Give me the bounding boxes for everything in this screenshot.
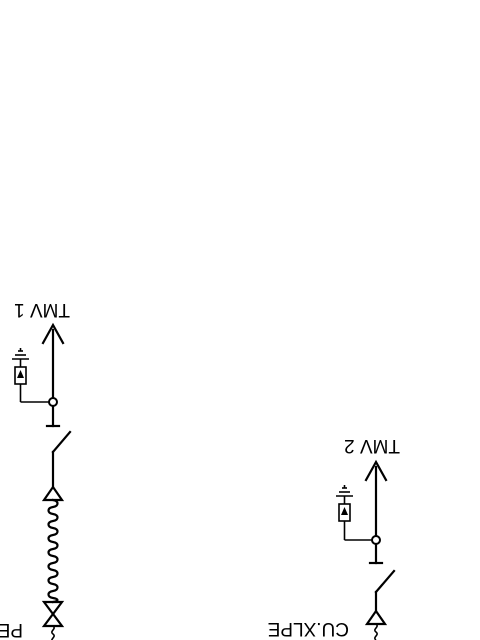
switch-icon: [374, 569, 396, 614]
feeder-tmv1: TMV 1: [0, 299, 72, 640]
feeder-tmv2-label: TMV 2: [344, 435, 400, 456]
arrow-up-icon: [364, 459, 388, 542]
ground-icon: [12, 348, 29, 360]
switch-icon: [51, 430, 72, 489]
feeder-tmv2: TMV 2 CU.XLPE: [268, 435, 400, 640]
cable-left-label: PE: [0, 619, 23, 640]
arrow-up-icon: [41, 322, 65, 404]
ground-icon: [336, 485, 353, 497]
surge-arrester-icon: [14, 359, 53, 403]
junction-dot-icon: [48, 397, 58, 407]
cable-termination-icon: [41, 600, 65, 640]
feeder-tmv1-label: TMV 1: [14, 299, 70, 320]
cable-coil-icon: [47, 498, 59, 604]
surge-arrester-icon: [338, 496, 376, 541]
cable-right-label: CU.XLPE: [268, 618, 349, 639]
junction-dot-icon: [371, 535, 381, 545]
triangle-terminal-icon: [41, 485, 65, 502]
